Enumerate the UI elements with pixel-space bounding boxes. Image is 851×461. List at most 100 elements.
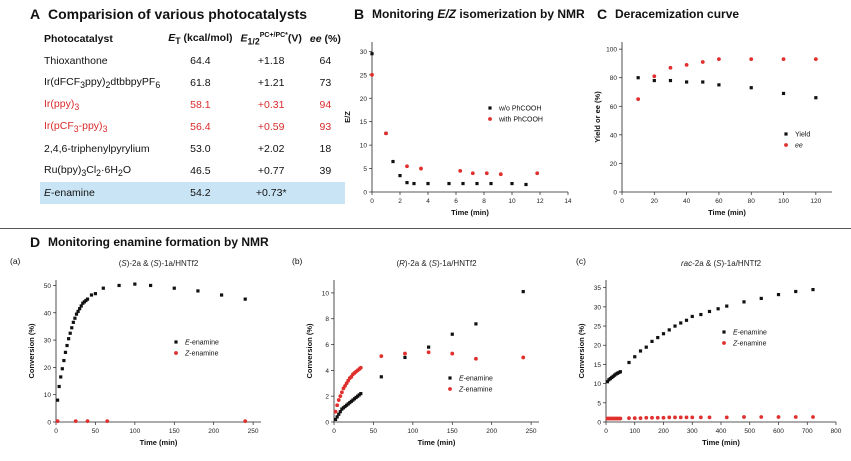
table-header-row: Photocatalyst ET (kcal/mol) E1/2PC+/PC*(… [40, 28, 345, 50]
x-tick-label: 0 [54, 428, 58, 435]
chart-c: 0 20 40 60 80 100 120 0 20 40 60 80 100 Time (min) Yie… [593, 42, 832, 217]
data-point-red [700, 60, 705, 64]
data-point-black [79, 304, 83, 308]
header-et: ET (kcal/mol) [168, 31, 233, 47]
legend-label: ee [795, 143, 803, 150]
data-point-black [65, 343, 69, 348]
cell-et: 58.1 [190, 99, 211, 111]
x-tick-label: 50 [370, 428, 378, 435]
data-point-black [725, 304, 729, 308]
x-tick-label: 100 [129, 428, 140, 435]
data-point-red [450, 351, 455, 356]
data-point-red [655, 415, 660, 420]
data-point-red [335, 403, 340, 408]
panel-b-title: Monitoring E/Z isomerization by NMR [372, 7, 585, 21]
x-tick-label: 200 [208, 428, 219, 435]
data-point-red [358, 365, 363, 370]
chart-title: (R)-2a & (S)-1a/HNTf2 [396, 259, 477, 268]
data-point-black [644, 345, 648, 349]
data-point-black [149, 283, 153, 288]
data-point-black [57, 384, 61, 389]
data-point-black [627, 360, 631, 365]
data-point-red [690, 415, 695, 420]
chart-b: 0 2 4 6 8 10 12 14 0 5 10 15 20 25 30 Time (min) E/Z w/o … [343, 42, 572, 217]
data-point-black [661, 332, 666, 336]
data-point-red [813, 57, 818, 62]
table-row: Ir(pCF3-ppy)3 56.4 +0.59 93 [40, 116, 345, 138]
panel-letter: (c) [576, 256, 586, 266]
legend-marker [722, 330, 726, 334]
data-point-red [338, 394, 343, 399]
data-point-red [535, 171, 540, 176]
legend-marker [448, 387, 452, 391]
data-point-black [475, 181, 479, 186]
legend-label: E-enamine [733, 330, 767, 337]
x-tick-label: 0 [332, 428, 336, 435]
legend-label: Z-enamine [458, 387, 493, 394]
cell-ee: 39 [319, 165, 332, 177]
data-point-black [76, 309, 80, 314]
cell-photocatalyst: 2,4,6-triphenylpyrylium [44, 143, 150, 155]
x-tick-label: 12 [536, 198, 544, 205]
data-point-red [673, 415, 677, 420]
data-point-red [419, 166, 423, 171]
cell-et: 46.5 [190, 165, 211, 177]
x-tick-label: 14 [564, 198, 572, 205]
data-point-black [605, 380, 610, 384]
x-tick-label: 700 [802, 428, 813, 435]
x-tick-label: 8 [482, 198, 486, 205]
legend-marker [448, 376, 452, 380]
section-divider [0, 228, 851, 229]
table-row: Thioxanthone 64.4 +1.18 64 [40, 50, 345, 72]
data-point-black [684, 318, 689, 322]
data-point-black [668, 78, 673, 83]
data-point-black [427, 345, 431, 349]
data-point-red [627, 416, 631, 421]
y-tick-label: 20 [44, 365, 52, 372]
data-point-black [379, 375, 383, 379]
y-tick-label: 5 [363, 166, 367, 173]
data-point-red [339, 390, 344, 395]
data-point-black [794, 289, 798, 294]
cell-photocatalyst: Ir(pCF3-ppy)3 [44, 119, 108, 135]
data-point-black [716, 307, 720, 311]
y-tick-label: 10 [594, 381, 602, 388]
data-point-red [811, 415, 815, 419]
data-point-black [391, 159, 395, 164]
legend-marker [488, 117, 492, 121]
panel-a-title: Comparision of various photocatalysts [48, 6, 308, 22]
cell-et: 56.4 [190, 121, 211, 133]
data-point-red [678, 415, 683, 420]
cell-e12: +0.31 [257, 99, 285, 111]
data-point-red [684, 415, 689, 420]
data-point-black [93, 292, 98, 296]
x-tick-label: 800 [831, 428, 842, 435]
data-point-black [776, 292, 781, 297]
data-point-black [68, 331, 72, 335]
cell-ee: 94 [319, 99, 332, 111]
y-tick-label: 5 [597, 400, 601, 407]
y-axis-label: Conversion (%) [305, 323, 314, 379]
legend-marker [722, 341, 726, 345]
panel-d-title: Monitoring enamine formation by NMR [48, 235, 269, 249]
data-point-black [403, 355, 407, 360]
cell-ee [305, 182, 345, 204]
chart-title: rac-2a & (S)-1a/HNTf2 [681, 259, 762, 268]
x-tick-label: 100 [629, 428, 640, 435]
data-point-black [337, 412, 341, 416]
cell-e12: +1.21 [257, 77, 285, 89]
cell-photocatalyst: Ru(bpy)3Cl2·6H2O [44, 163, 131, 179]
data-point-red [652, 74, 657, 79]
panel-c-label: C [597, 6, 608, 22]
x-tick-label: 0 [620, 198, 624, 205]
data-point-red [458, 169, 463, 173]
x-tick-label: 4 [426, 198, 430, 205]
data-point-black [717, 83, 721, 87]
table-row: Ir(dFCF3ppy)2dtbbpyPF6 61.8 +1.21 73 [40, 72, 345, 94]
data-point-black [667, 328, 671, 332]
y-tick-label: 60 [610, 104, 618, 111]
data-point-black [78, 307, 82, 311]
panel-b-label: B [354, 6, 365, 22]
data-point-red [498, 172, 503, 177]
data-point-black [426, 181, 430, 186]
